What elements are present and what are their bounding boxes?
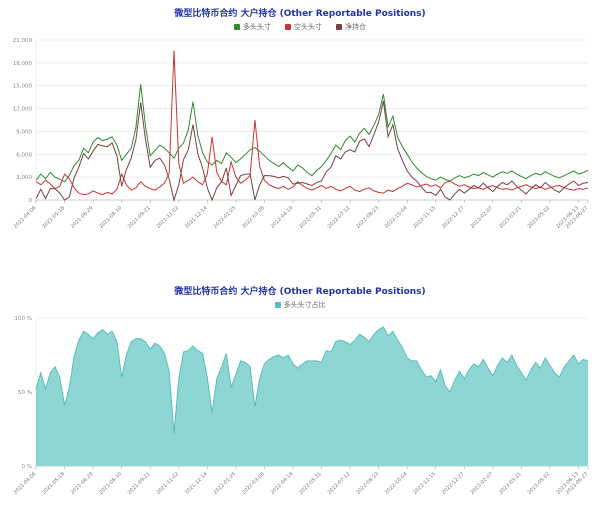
svg-text:2022-04-19: 2022-04-19 <box>270 205 295 230</box>
legend-label: 多头头寸 <box>243 23 271 31</box>
svg-text:2021-12-14: 2021-12-14 <box>184 471 209 496</box>
legend: 多头头寸 空头头寸 净持仓 <box>0 20 600 34</box>
legend-swatch-icon <box>234 24 240 30</box>
svg-text:18,000: 18,000 <box>13 61 33 67</box>
svg-text:2022-11-15: 2022-11-15 <box>412 471 437 496</box>
svg-text:2023-05-02: 2023-05-02 <box>527 471 552 496</box>
svg-text:2023-02-07: 2023-02-07 <box>469 205 494 230</box>
svg-text:9,000: 9,000 <box>16 129 32 135</box>
svg-text:0: 0 <box>29 198 33 204</box>
legend-label: 净持仓 <box>345 23 366 31</box>
svg-text:2022-12-27: 2022-12-27 <box>441 471 466 496</box>
svg-text:50 %: 50 % <box>18 390 32 396</box>
svg-text:2022-07-12: 2022-07-12 <box>327 205 352 230</box>
svg-text:0 %: 0 % <box>22 464 32 470</box>
positions-line-chart: 0 3,000 6,000 9,000 12,000 15,000 18,000 21,000… <box>13 38 590 230</box>
svg-text:2022-05-31: 2022-05-31 <box>298 205 323 230</box>
legend-item-0[interactable]: 多头头寸 <box>234 22 271 32</box>
svg-text:21,000: 21,000 <box>13 38 33 44</box>
legend-label: 多头头寸占比 <box>283 301 326 309</box>
svg-text:2022-07-12: 2022-07-12 <box>327 471 352 496</box>
legend-item-1[interactable]: 空头头寸 <box>285 22 322 32</box>
svg-text:2023-02-07: 2023-02-07 <box>469 471 494 496</box>
long-ratio-area-chart: 0 % 50 % 100 % 2021-04-06 2021-05-18 2021-06-… <box>13 316 590 496</box>
svg-text:2023-03-21: 2023-03-21 <box>498 471 523 496</box>
svg-text:2022-03-08: 2022-03-08 <box>241 205 266 230</box>
legend-item-0[interactable]: 多头头寸占比 <box>274 300 326 310</box>
svg-text:2021-04-06: 2021-04-06 <box>13 471 38 496</box>
svg-text:2022-01-25: 2022-01-25 <box>213 205 238 230</box>
svg-text:2022-10-04: 2022-10-04 <box>384 205 409 230</box>
chart-title: 微型比特币合约 大户持仓 (Other Reportable Positions… <box>174 9 426 19</box>
bottom-chart-section: 微型比特币合约 大户持仓 (Other Reportable Positions… <box>0 286 600 512</box>
svg-text:12,000: 12,000 <box>13 107 33 113</box>
svg-text:2021-11-02: 2021-11-02 <box>155 471 180 496</box>
legend-swatch-icon <box>336 24 342 30</box>
svg-text:2022-01-25: 2022-01-25 <box>213 471 238 496</box>
svg-text:2021-04-06: 2021-04-06 <box>13 205 38 230</box>
svg-text:2022-08-23: 2022-08-23 <box>355 205 380 230</box>
svg-text:6,000: 6,000 <box>16 152 32 158</box>
svg-text:2021-05-18: 2021-05-18 <box>41 471 66 496</box>
legend-item-2[interactable]: 净持仓 <box>336 22 366 32</box>
legend-swatch-icon <box>285 24 291 30</box>
svg-text:2023-03-21: 2023-03-21 <box>498 205 523 230</box>
svg-text:2021-05-18: 2021-05-18 <box>41 205 66 230</box>
svg-text:2022-10-04: 2022-10-04 <box>384 471 409 496</box>
top-chart-section: 微型比特币合约 大户持仓 (Other Reportable Positions… <box>0 0 600 246</box>
svg-text:2022-11-15: 2022-11-15 <box>412 205 437 230</box>
svg-text:15,000: 15,000 <box>13 84 33 90</box>
svg-text:2021-09-21: 2021-09-21 <box>127 205 152 230</box>
legend: 多头头寸占比 <box>0 298 600 312</box>
svg-text:100 %: 100 % <box>15 316 32 322</box>
svg-text:2021-08-10: 2021-08-10 <box>98 471 123 496</box>
svg-text:3,000: 3,000 <box>16 175 32 181</box>
svg-text:2022-04-19: 2022-04-19 <box>270 471 295 496</box>
svg-text:2021-09-21: 2021-09-21 <box>127 471 152 496</box>
legend-swatch-icon <box>274 302 281 308</box>
legend-label: 空头头寸 <box>294 23 322 31</box>
svg-text:2023-05-02: 2023-05-02 <box>527 205 552 230</box>
svg-text:2022-03-08: 2022-03-08 <box>241 471 266 496</box>
svg-text:2021-06-29: 2021-06-29 <box>70 205 95 230</box>
svg-text:2022-12-27: 2022-12-27 <box>441 205 466 230</box>
chart-title: 微型比特币合约 大户持仓 (Other Reportable Positions… <box>174 287 426 297</box>
svg-text:2021-08-10: 2021-08-10 <box>98 205 123 230</box>
svg-text:2022-05-31: 2022-05-31 <box>298 471 323 496</box>
svg-text:2021-12-14: 2021-12-14 <box>184 205 209 230</box>
svg-text:2021-06-29: 2021-06-29 <box>70 471 95 496</box>
svg-text:2021-11-02: 2021-11-02 <box>155 205 180 230</box>
svg-text:2022-08-23: 2022-08-23 <box>355 471 380 496</box>
